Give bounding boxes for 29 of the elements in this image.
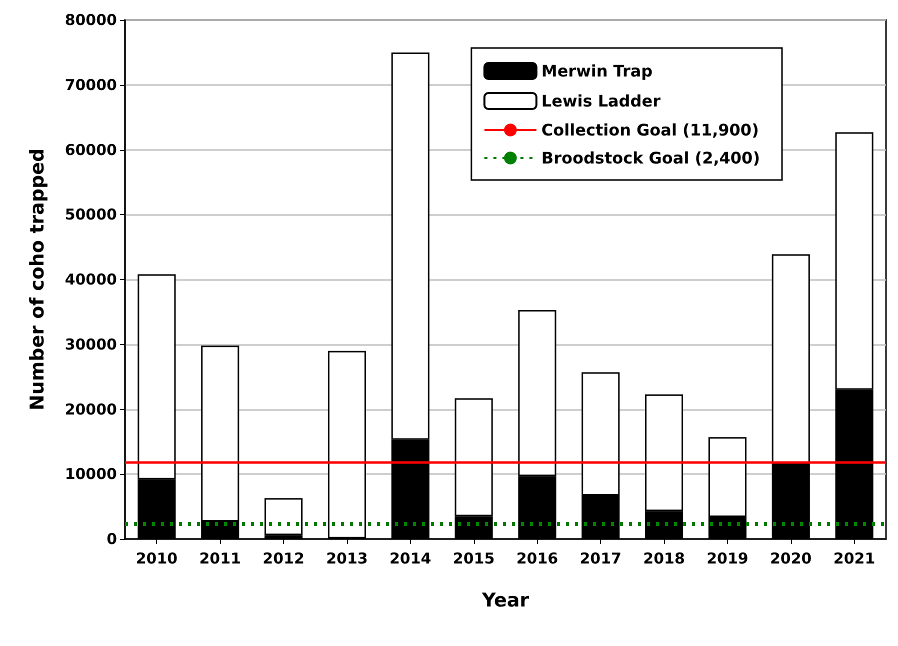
y-tick-label: 70000 — [64, 76, 117, 94]
x-tick-label: 2013 — [326, 550, 368, 568]
y-axis-title: Number of coho trapped — [26, 148, 48, 411]
y-tick-label: 50000 — [64, 206, 117, 224]
y-tick-label: 40000 — [64, 270, 117, 288]
x-tick-label: 2016 — [516, 550, 558, 568]
bar — [772, 254, 810, 464]
x-tick-label: 2020 — [770, 550, 812, 568]
legend-label: Lewis Ladder — [541, 92, 661, 110]
y-tick-label: 0 — [106, 530, 117, 548]
y-tick-label: 10000 — [64, 465, 117, 484]
x-tick-label: 2021 — [833, 550, 876, 568]
x-tick-label: 2018 — [643, 550, 685, 568]
x-tick-label: 2017 — [580, 550, 622, 568]
legend-label: Broodstock Goal (2,400) — [541, 148, 760, 168]
y-tick-label: 60000 — [64, 140, 117, 159]
x-tick-label: 2010 — [136, 550, 178, 568]
legend-label: Merwin Trap — [541, 62, 653, 80]
x-tick-label: 2012 — [262, 550, 304, 568]
x-tick-label: 2011 — [199, 550, 241, 568]
y-tick-label: 20000 — [64, 400, 117, 418]
x-tick-label: 2014 — [390, 550, 432, 568]
y-tick-label: 80000 — [64, 11, 117, 29]
x-tick-label: 2019 — [706, 550, 748, 568]
y-tick-label: 30000 — [64, 335, 117, 354]
legend-label: Collection Goal (11,900) — [541, 120, 759, 140]
x-tick-label: 2015 — [452, 550, 495, 568]
x-axis-title: Year — [480, 590, 530, 612]
bar — [264, 498, 303, 536]
